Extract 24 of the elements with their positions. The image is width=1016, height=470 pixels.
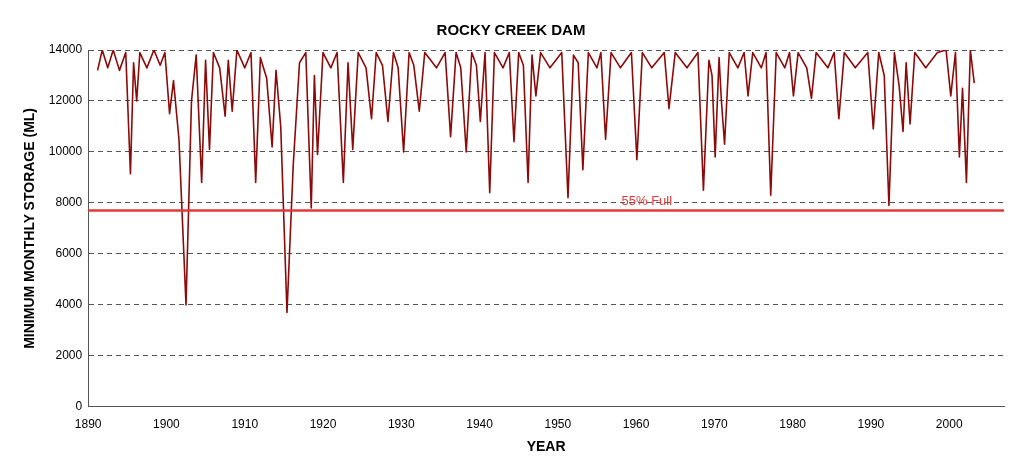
x-tick-label: 1990 bbox=[857, 417, 885, 432]
x-tick-label: 2000 bbox=[935, 417, 963, 432]
y-tick-label: 0 bbox=[75, 399, 83, 414]
x-tick-label: 1950 bbox=[544, 417, 572, 432]
x-tick-label: 1920 bbox=[309, 417, 337, 432]
x-tick-label: 1980 bbox=[779, 417, 807, 432]
y-tick-label: 14000 bbox=[48, 42, 83, 57]
y-tick-label: 6000 bbox=[55, 246, 83, 261]
x-tick-label: 1890 bbox=[74, 417, 102, 432]
x-tick-label: 1910 bbox=[231, 417, 259, 432]
x-tick-label: 1960 bbox=[622, 417, 650, 432]
y-axis-title: MINIMUM MONTHLY STORAGE (ML) bbox=[21, 107, 38, 349]
x-tick-label: 1900 bbox=[153, 417, 181, 432]
y-tick-label: 2000 bbox=[55, 348, 83, 363]
x-tick-label: 1930 bbox=[387, 417, 415, 432]
y-tick-label: 4000 bbox=[55, 297, 83, 312]
y-tick-label: 12000 bbox=[48, 93, 83, 108]
x-axis-title: YEAR bbox=[526, 438, 566, 455]
y-tick-label: 10000 bbox=[48, 144, 83, 159]
chart-title: ROCKY CREEK DAM bbox=[436, 21, 586, 39]
ref-line-label: 55% Full bbox=[621, 192, 673, 208]
y-tick-label: 8000 bbox=[55, 195, 83, 210]
x-tick-label: 1970 bbox=[701, 417, 729, 432]
x-tick-label: 1940 bbox=[466, 417, 494, 432]
